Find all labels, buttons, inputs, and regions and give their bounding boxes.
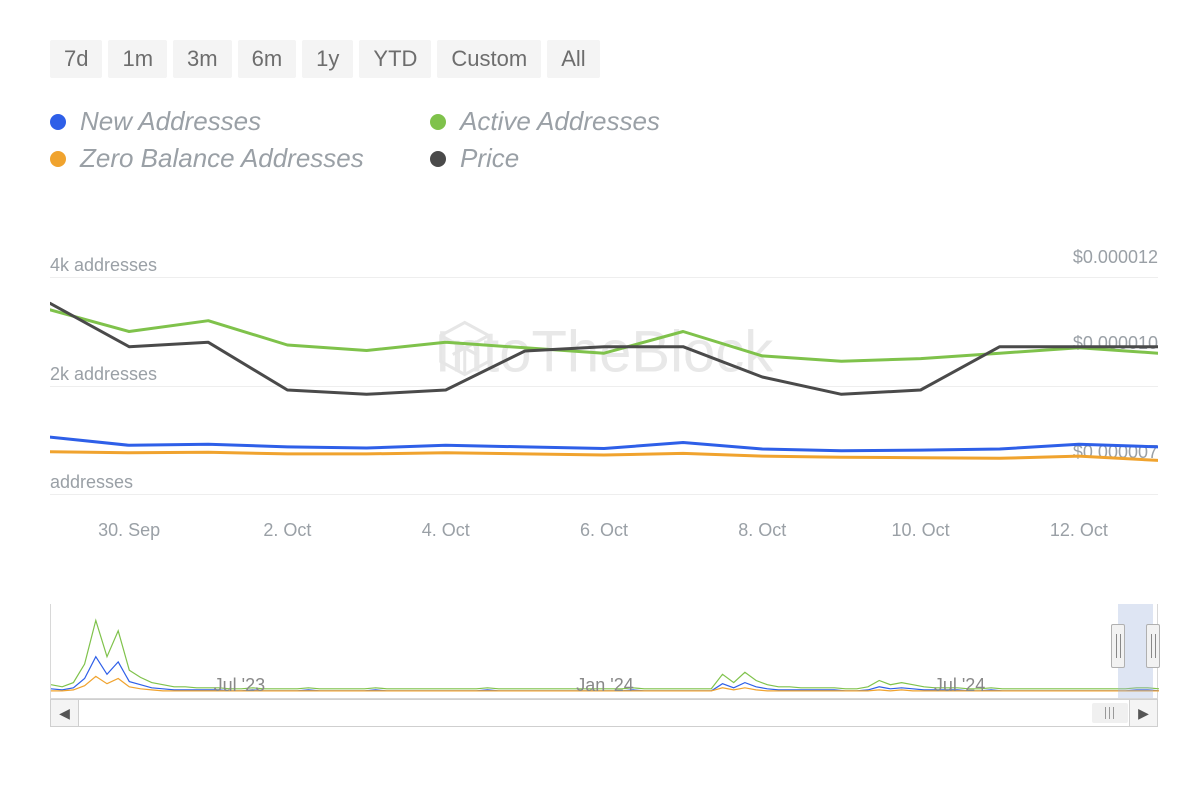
range-btn-3m[interactable]: 3m xyxy=(173,40,232,78)
navigator-label: Jul '23 xyxy=(214,675,265,696)
legend-item-new-addresses[interactable]: New Addresses xyxy=(50,106,430,137)
navigator-label: Jul '24 xyxy=(934,675,985,696)
legend-dot xyxy=(430,151,446,167)
navigator-handle-right[interactable] xyxy=(1146,624,1160,668)
series-active-addresses xyxy=(50,310,1158,362)
legend-label: Price xyxy=(460,143,519,174)
xaxis-label: 10. Oct xyxy=(892,520,950,541)
legend-label: Zero Balance Addresses xyxy=(80,143,364,174)
xaxis-label: 4. Oct xyxy=(422,520,470,541)
series-price xyxy=(50,303,1158,394)
range-btn-all[interactable]: All xyxy=(547,40,599,78)
xaxis-label: 2. Oct xyxy=(263,520,311,541)
series-new-addresses xyxy=(50,437,1158,451)
range-btn-ytd[interactable]: YTD xyxy=(359,40,431,78)
legend-item-price[interactable]: Price xyxy=(430,143,810,174)
xaxis-label: 8. Oct xyxy=(738,520,786,541)
scroll-right-arrow[interactable]: ▶ xyxy=(1129,700,1157,726)
series-zero-balance-addresses xyxy=(50,452,1158,461)
legend-item-zero-balance-addresses[interactable]: Zero Balance Addresses xyxy=(50,143,430,174)
legend-dot xyxy=(430,114,446,130)
xaxis-label: 30. Sep xyxy=(98,520,160,541)
range-btn-custom[interactable]: Custom xyxy=(437,40,541,78)
legend-label: New Addresses xyxy=(80,106,261,137)
navigator-label: Jan '24 xyxy=(576,675,633,696)
legend-dot xyxy=(50,151,66,167)
legend-dot xyxy=(50,114,66,130)
range-btn-1m[interactable]: 1m xyxy=(108,40,167,78)
navigator-scrollbar[interactable]: ◀ ▶ xyxy=(50,699,1158,727)
legend-item-active-addresses[interactable]: Active Addresses xyxy=(430,106,810,137)
main-chart: IntoTheBlock 4k addresses2k addressesadd… xyxy=(50,214,1158,514)
xaxis-label: 6. Oct xyxy=(580,520,628,541)
navigator-handle-left[interactable] xyxy=(1111,624,1125,668)
scroll-left-arrow[interactable]: ◀ xyxy=(51,700,79,726)
legend-label: Active Addresses xyxy=(460,106,660,137)
range-btn-7d[interactable]: 7d xyxy=(50,40,102,78)
range-btn-6m[interactable]: 6m xyxy=(238,40,297,78)
xaxis-label: 12. Oct xyxy=(1050,520,1108,541)
navigator-chart[interactable]: Jul '23 Jan '24 Jul '24 xyxy=(50,604,1158,699)
scroll-thumb[interactable] xyxy=(1092,703,1128,723)
range-btn-1y[interactable]: 1y xyxy=(302,40,353,78)
